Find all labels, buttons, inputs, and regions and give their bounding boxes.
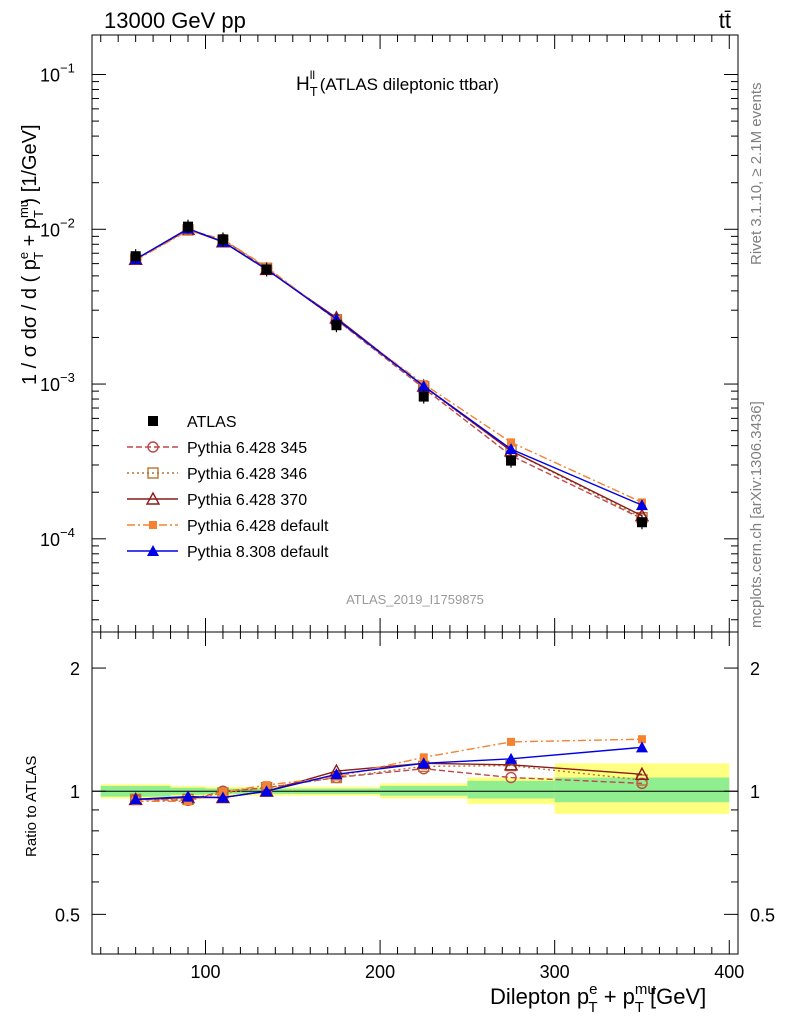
y-tick-label: 10−2 [40, 215, 75, 240]
legend-label-pythia-6-428-default: Pythia 6.428 default [187, 518, 329, 535]
ratio-point-pythia-6-428-345 [505, 771, 517, 784]
y-tick-label: 10−1 [40, 61, 75, 86]
x-axis-label: Dilepton pe T + pmu T [GeV] [490, 981, 706, 1016]
ratio-line-pythia-8-308-default [135, 746, 643, 801]
mcplots-label: mcplots.cern.ch [arXiv:1306.3436] [748, 401, 765, 628]
point-pythia-8-308-default [635, 499, 648, 511]
title-rest: (ATLAS dileptonic ttbar) [315, 75, 499, 94]
y-tick-label: 10−3 [40, 370, 75, 395]
ratio-point-pythia-8-308-default [330, 768, 343, 780]
ratio-point-pythia-6-428-default [637, 735, 646, 744]
ratio-point-pythia-6-428-370 [634, 766, 650, 780]
series-line-pythia-8-308-default [135, 227, 643, 506]
atlas-data-point [217, 234, 228, 245]
ratio-plot: 100 200 300 400 2 2 1 1 0.5 0.5 [55, 631, 775, 982]
ratio-y-tick-label-right: 0.5 [750, 905, 775, 925]
point-pythia-6-428-default [507, 438, 516, 447]
main-y-axis-label: 1 / σ dσ / d ( peT + pmuT ) [1/GeV] [16, 124, 46, 385]
point-pythia-8-308-default [417, 380, 430, 392]
atlas-data-point [506, 455, 517, 466]
atlas-data-point [636, 517, 647, 528]
ratio-point-pythia-8-308-default [260, 785, 273, 797]
ratio-y-axis-label: Ratio to ATLAS [23, 756, 40, 857]
y-tick-label: 10−4 [40, 525, 75, 550]
atlas-data-point [261, 264, 272, 275]
main-plot-frame [91, 34, 739, 633]
ratio-point-pythia-6-428-default [507, 737, 516, 746]
ratio-plot-frame [91, 631, 739, 955]
ratio-axis-ticks: 100 200 300 400 2 2 1 1 0.5 0.5 [55, 632, 775, 982]
title-main: H [296, 74, 310, 95]
ratio-point-pythia-8-308-default [635, 741, 648, 753]
legend-label-pythia-6-428-345: Pythia 6.428 345 [187, 440, 307, 457]
beam-label: 13000 GeV pp [104, 8, 246, 33]
point-pythia-8-308-default [505, 443, 518, 455]
ratio-uncertainty-bands [100, 763, 730, 814]
legend-marker-pythia-6-428-default [149, 521, 157, 529]
atlas-data-points [130, 219, 647, 530]
ratio-point-pythia-6-428-default [262, 781, 271, 790]
title-sup: ll [310, 68, 315, 82]
atlas-data-point [130, 251, 141, 262]
ratio-point-pythia-8-308-default [129, 793, 142, 805]
legend-label-atlas: ATLAS [187, 414, 237, 431]
ratio-point-pythia-8-308-default [182, 790, 195, 802]
ratio-y-tick-label-right: 1 [750, 782, 760, 802]
series-line-pythia-6-428-default [135, 229, 643, 504]
atlas-data-point [183, 221, 194, 232]
ratio-point-pythia-6-428-370 [503, 757, 519, 771]
title-sub: T [310, 84, 318, 99]
plot-title: HTll (ATLAS dileptonic ttbar) [296, 68, 499, 99]
legend-marker-pythia-8-308-default [147, 545, 159, 556]
x-tick-label: 300 [540, 962, 570, 982]
legend-marker-pythia-6-428-370 [145, 491, 161, 505]
process-label: tt̄ [719, 8, 731, 33]
legend-marker-pythia-6-428-345 [147, 441, 159, 453]
legend-atlas-marker [148, 416, 158, 426]
legend: ATLAS Pythia 6.428 345 Pythia 6.428 346 Pyt… [127, 414, 329, 561]
stat-uncertainty-band [554, 777, 730, 803]
ratio-point-pythia-8-308-default [505, 752, 518, 764]
ratio-y-tick-label-right: 2 [750, 659, 760, 679]
main-plot: 10−1 10−2 10−3 10−4 [40, 34, 739, 633]
rivet-label: Rivet 3.1.10, ≥ 2.1M events [748, 83, 765, 266]
ratio-point-pythia-8-308-default [216, 791, 229, 803]
x-tick-label: 200 [365, 962, 395, 982]
legend-marker-pythia-6-428-346 [147, 467, 159, 479]
main-axis-ticks: 10−1 10−2 10−3 10−4 [40, 35, 738, 632]
analysis-reference: ATLAS_2019_I1759875 [346, 592, 484, 607]
atlas-data-point [418, 391, 429, 402]
legend-label-pythia-6-428-346: Pythia 6.428 346 [187, 466, 307, 483]
ratio-point-pythia-6-428-346 [636, 774, 648, 786]
ratio-line-pythia-6-428-default [135, 738, 642, 802]
x-tick-label: 100 [190, 962, 220, 982]
x-tick-label: 400 [714, 962, 744, 982]
legend-label-pythia-8-308-default: Pythia 8.308 default [187, 544, 329, 561]
ratio-y-tick-label: 2 [70, 659, 80, 679]
ratio-y-tick-label: 0.5 [55, 905, 80, 925]
ratio-y-tick-label: 1 [70, 782, 80, 802]
stat-uncertainty-band [467, 780, 555, 799]
ratio-series-group [128, 735, 650, 807]
ratio-point-pythia-8-308-default [417, 757, 430, 769]
atlas-data-point [331, 320, 342, 331]
legend-label-pythia-6-428-370: Pythia 6.428 370 [187, 492, 307, 509]
